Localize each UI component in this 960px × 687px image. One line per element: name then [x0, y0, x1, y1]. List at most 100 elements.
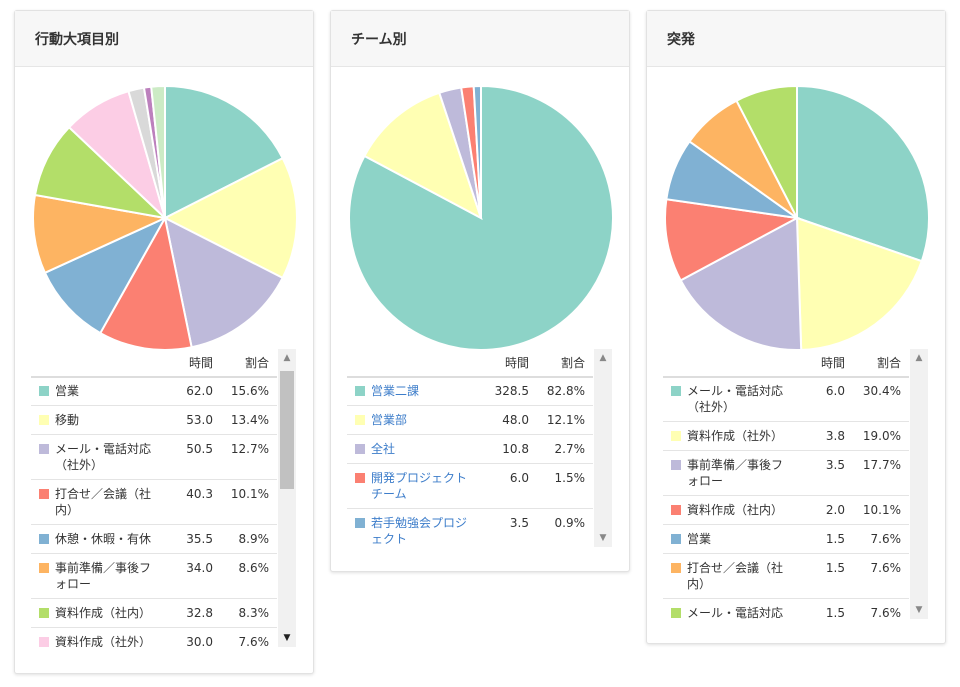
col-time: 時間 [169, 349, 221, 378]
row-time: 50.5 [186, 442, 213, 456]
row-time: 30.0 [186, 635, 213, 647]
row-label: 事前準備／事後フォロー [55, 561, 152, 591]
row-time: 3.5 [509, 516, 529, 530]
panel-unexpected: 突発 時間 割合 メール・電話対応（社外） 6.0 30.4% 資料作成（社外） 3.8… [646, 10, 946, 644]
pie-slice[interactable] [363, 91, 483, 221]
legend-swatch [39, 534, 49, 544]
row-time: 34.0 [186, 561, 213, 575]
row-ratio: 7.6% [870, 532, 902, 546]
row-ratio: 10.1% [862, 503, 901, 517]
table-row: 資料作成（社外） 3.8 19.0% [663, 422, 909, 451]
scroll-up-arrow-icon[interactable]: ▲ [599, 353, 607, 363]
pie-slice[interactable] [163, 216, 284, 349]
pie-slice[interactable] [32, 193, 169, 275]
scroll-up-arrow-icon[interactable]: ▲ [915, 353, 923, 363]
pie-slice[interactable] [348, 84, 614, 351]
row-time: 1.5 [825, 606, 845, 620]
table-activity-category: 時間 割合 [31, 349, 277, 378]
row-label: 資料作成（社内） [55, 606, 152, 620]
pie-slice[interactable] [164, 84, 285, 220]
col-ratio: 割合 [853, 349, 909, 378]
table-row[interactable]: 営業二課 328.5 82.8% [347, 377, 593, 406]
row-time: 48.0 [502, 413, 529, 427]
row-label[interactable]: 若手勉強会プロジェクト [371, 516, 468, 546]
scrollbar[interactable]: ▲ ▼ [594, 349, 612, 547]
table-row: メール・電話対応（社外） 50.5 12.7% [31, 435, 277, 480]
row-time: 6.0 [825, 384, 845, 398]
pie-slice[interactable] [33, 125, 169, 220]
row-ratio: 8.9% [238, 532, 270, 546]
legend-swatch [355, 415, 365, 425]
table-header: 時間 割合 [663, 349, 909, 378]
scrollbar[interactable]: ▲ ▼ [910, 349, 928, 619]
scrollbar[interactable]: ▲ ▼ [278, 349, 296, 647]
table-row: 打合せ／会議（社内） 40.3 10.1% [31, 480, 277, 525]
row-ratio: 2.7% [554, 442, 586, 456]
legend-swatch [671, 534, 681, 544]
row-label: 営業 [55, 384, 80, 398]
row-ratio: 7.6% [238, 635, 270, 647]
pie-slice[interactable] [735, 84, 798, 219]
pie-slice[interactable] [98, 215, 193, 351]
pie-slice[interactable] [162, 156, 298, 280]
row-label: メール・電話対応（社外） [687, 606, 784, 620]
scroll-down-arrow-icon[interactable]: ▼ [599, 533, 607, 543]
legend-swatch [39, 444, 49, 454]
row-time: 53.0 [186, 413, 213, 427]
row-time: 32.8 [186, 606, 213, 620]
row-label: 打合せ／会議（社内） [55, 487, 152, 517]
legend-swatch [671, 608, 681, 618]
pie-slice[interactable] [796, 84, 930, 263]
row-ratio: 10.1% [230, 487, 269, 501]
row-label[interactable]: 全社 [371, 442, 396, 456]
pie-slice[interactable] [664, 198, 801, 282]
panel-activity-category: 行動大項目別 時間 割合 営業 62.0 15.6% 移動 53.0 13.4% メール・電… [14, 10, 314, 674]
legend-swatch [355, 386, 365, 396]
row-time: 10.8 [502, 442, 529, 456]
scroll-down-arrow-icon[interactable]: ▼ [915, 605, 923, 615]
scroll-down-arrow-icon[interactable]: ▼ [283, 633, 291, 643]
table-row: 事前準備／事後フォロー 3.5 17.7% [663, 451, 909, 496]
table-row: 事前準備／事後フォロー 34.0 8.6% [31, 554, 277, 599]
pie-slice[interactable] [795, 216, 924, 351]
row-time: 40.3 [186, 487, 213, 501]
pie-slice[interactable] [472, 84, 482, 219]
row-time: 35.5 [186, 532, 213, 546]
table-header: 時間 割合 [347, 349, 593, 378]
row-label: 資料作成（社内） [687, 503, 784, 517]
table-row: メール・電話対応（社外） 1.5 7.6% [663, 599, 909, 622]
row-time: 2.0 [825, 503, 845, 517]
col-ratio: 割合 [537, 349, 593, 378]
legend-swatch [39, 563, 49, 573]
table-row: 資料作成（社内） 2.0 10.1% [663, 496, 909, 525]
legend-swatch [671, 563, 681, 573]
row-time: 62.0 [186, 384, 213, 398]
table-row: 営業 1.5 7.6% [663, 525, 909, 554]
scroll-thumb[interactable] [280, 371, 294, 489]
table-row[interactable]: 営業部 48.0 12.1% [347, 406, 593, 435]
legend-swatch [355, 518, 365, 528]
legend-swatch [39, 415, 49, 425]
row-label[interactable]: 営業部 [371, 413, 408, 427]
table-row[interactable]: 全社 10.8 2.7% [347, 435, 593, 464]
table-row[interactable]: 若手勉強会プロジェクト 3.5 0.9% [347, 509, 593, 550]
row-time: 328.5 [494, 384, 529, 398]
row-label[interactable]: 営業二課 [371, 384, 420, 398]
row-label[interactable]: 開発プロジェクトチーム [371, 471, 468, 501]
col-ratio: 割合 [221, 349, 277, 378]
pie-chart-activity-category [32, 84, 298, 351]
row-label: 打合せ／会議（社内） [687, 561, 784, 591]
table-row: 休憩・休暇・有休 35.5 8.9% [31, 525, 277, 554]
row-time: 3.5 [825, 458, 845, 472]
table-row[interactable]: 開発プロジェクトチーム 6.0 1.5% [347, 464, 593, 509]
pie-slice[interactable] [150, 84, 166, 219]
legend-swatch [671, 431, 681, 441]
pie-slice[interactable] [43, 215, 168, 335]
table-team: 時間 割合 [347, 349, 593, 378]
row-ratio: 12.7% [230, 442, 269, 456]
legend-swatch [671, 505, 681, 515]
panel-title: 突発 [647, 11, 945, 67]
legend-swatch [355, 473, 365, 483]
scroll-up-arrow-icon[interactable]: ▲ [283, 353, 291, 363]
table-row: 資料作成（社外） 30.0 7.6% [31, 628, 277, 647]
